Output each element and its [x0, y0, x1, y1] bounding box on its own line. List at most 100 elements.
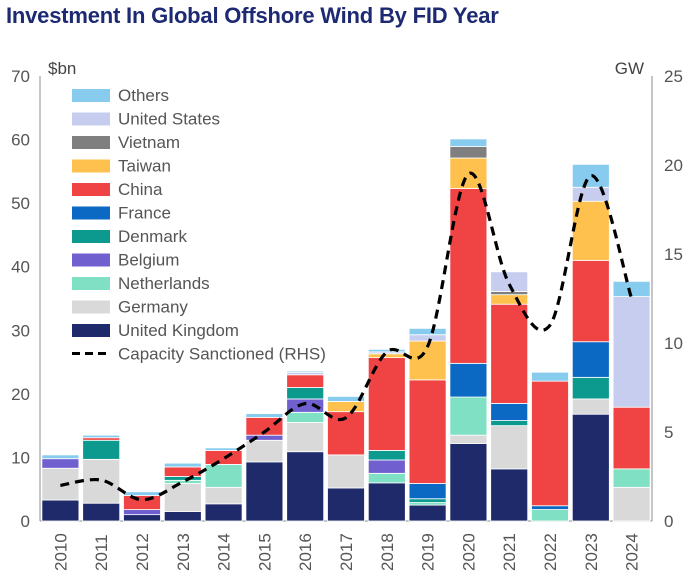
x-tick-label: 2016 — [296, 533, 315, 571]
bar-segment-germany — [490, 425, 529, 470]
y-tick-label: 50 — [11, 194, 30, 213]
bar-segment-united-kingdom — [163, 511, 202, 522]
bar-segment-china — [612, 406, 651, 470]
bar-segment-denmark — [490, 420, 529, 427]
x-tick-label: 2018 — [378, 533, 397, 571]
bar-segment-china — [204, 450, 243, 465]
y2-tick-label: 0 — [664, 512, 673, 531]
y2-tick-label: 25 — [664, 67, 683, 86]
bar-segment-germany — [245, 439, 284, 463]
x-tick-label: 2019 — [419, 533, 438, 571]
bar-segment-germany — [327, 454, 365, 489]
x-tick-label: 2020 — [459, 533, 478, 571]
bar-segment-netherlands — [531, 509, 569, 522]
bar-segment-china — [163, 466, 202, 477]
y-tick-label: 60 — [11, 131, 30, 150]
bar-segment-others — [327, 395, 365, 402]
y-tick-label: 30 — [11, 321, 30, 340]
bar-segment-united-kingdom — [204, 503, 243, 522]
legend-swatch-vietnam — [72, 136, 110, 149]
bar-segment-china — [490, 303, 529, 404]
bar-segment-united-states — [408, 334, 447, 342]
y2-tick-label: 5 — [664, 423, 673, 442]
legend-label: United States — [118, 110, 220, 129]
bar-segment-belgium — [123, 509, 161, 516]
legend-label: Vietnam — [118, 133, 180, 152]
bar-segment-united-kingdom — [123, 514, 161, 522]
bar-segment-others — [163, 462, 202, 468]
bar-segment-germany — [612, 486, 651, 522]
y2-tick-label: 20 — [664, 156, 683, 175]
legend-swatch-united-states — [72, 112, 110, 126]
bar-segment-taiwan — [449, 157, 488, 189]
bar-segment-united-kingdom — [245, 461, 284, 522]
bar-segment-china — [408, 379, 447, 484]
x-tick-label: 2015 — [255, 533, 274, 571]
bar-segment-germany — [204, 486, 243, 505]
bar-segment-united-kingdom — [571, 413, 610, 522]
bar-segment-united-kingdom — [327, 487, 365, 522]
capacity-sanctioned-line — [60, 171, 634, 502]
bar-segment-others — [286, 370, 325, 373]
legend-label: Denmark — [118, 227, 187, 246]
y2-tick-label: 15 — [664, 245, 683, 264]
y-tick-label: 20 — [11, 385, 30, 404]
bar-segment-united-kingdom — [449, 443, 488, 522]
bar-segment-others — [204, 447, 243, 451]
bar-segment-taiwan — [327, 401, 365, 413]
legend-swatch-germany — [72, 300, 110, 314]
legend-label: United Kingdom — [118, 321, 239, 340]
legend-label: Others — [118, 86, 169, 105]
bar-segment-netherlands — [204, 464, 243, 488]
x-tick-label: 2010 — [51, 533, 70, 571]
x-tick-label: 2014 — [215, 533, 234, 571]
bar-segment-taiwan — [367, 353, 406, 359]
bar-segment-others — [123, 491, 161, 496]
bar-segment-china — [123, 495, 161, 510]
bar-segment-germany — [286, 422, 325, 453]
legend-label: Belgium — [118, 251, 179, 270]
bar-segment-germany — [41, 467, 80, 501]
legend-label: Germany — [118, 298, 188, 317]
legend-swatch-united-kingdom — [72, 324, 110, 337]
y-tick-label: 40 — [11, 258, 30, 277]
bar-segment-others — [408, 327, 447, 336]
legend-swatch-belgium — [72, 253, 110, 267]
bar-segment-belgium — [367, 459, 406, 474]
bar-segment-others — [449, 138, 488, 147]
bar-segment-denmark — [82, 439, 121, 460]
x-tick-label: 2011 — [92, 534, 111, 571]
bar-segment-denmark — [571, 376, 610, 400]
bar-segment-united-kingdom — [408, 504, 447, 522]
legend-swatch-others — [72, 89, 110, 102]
bar-segment-united-kingdom — [286, 451, 325, 522]
x-tick-label: 2022 — [541, 533, 560, 571]
x-tick-label: 2024 — [623, 533, 642, 571]
bar-segment-china — [286, 374, 325, 388]
bar-segment-taiwan — [408, 340, 447, 381]
legend-label: Capacity Sanctioned (RHS) — [118, 345, 326, 364]
legend-label: Netherlands — [118, 274, 210, 293]
bar-segment-china — [571, 259, 610, 343]
bar-segment-germany — [82, 458, 121, 504]
bar-segment-others — [245, 413, 284, 418]
y-axis-unit: $bn — [48, 59, 76, 78]
bar-segment-netherlands — [163, 479, 202, 484]
bar-segment-others — [367, 348, 406, 353]
x-tick-label: 2017 — [337, 533, 356, 571]
bar-segment-france — [531, 505, 569, 510]
bar-segment-united-states — [490, 271, 529, 292]
x-tick-label: 2012 — [133, 533, 152, 571]
legend-swatch-taiwan — [72, 159, 110, 173]
bar-segment-others — [41, 454, 80, 460]
bar-segment-denmark — [286, 387, 325, 400]
y-tick-label: 0 — [21, 512, 30, 531]
bar-segment-others — [82, 434, 121, 439]
chart-title: Investment In Global Offshore Wind By FI… — [6, 3, 499, 28]
bar-segment-others — [571, 163, 610, 188]
bar-segment-france — [490, 402, 529, 421]
bar-segment-france — [571, 341, 610, 378]
legend-swatch-netherlands — [72, 277, 110, 290]
